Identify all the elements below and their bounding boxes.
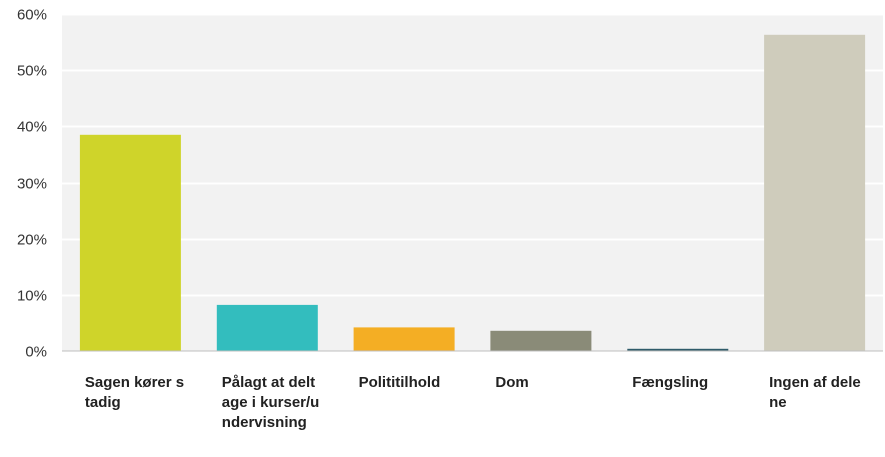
y-tick-label: 40%: [17, 119, 47, 136]
y-tick-label: 10%: [17, 288, 47, 305]
bar: [627, 348, 729, 351]
x-category-label: Fængsling: [632, 374, 709, 391]
x-category-label: Sagen kører stadig: [84, 374, 185, 411]
bar: [216, 304, 318, 351]
x-category-label: Polititilhold: [358, 374, 441, 391]
x-category-label: Dom: [495, 374, 529, 391]
bar: [764, 34, 866, 352]
y-tick-label: 0%: [25, 344, 47, 361]
y-axis-ticks: 0% 10% 20% 30% 40% 50% 60%: [17, 7, 47, 361]
bar: [353, 327, 455, 351]
bars: [79, 34, 866, 352]
x-category-label: Ingen af delene: [769, 374, 861, 411]
grid-lines: [62, 13, 883, 297]
y-tick-label: 60%: [17, 7, 47, 24]
y-tick-label: 30%: [17, 176, 47, 193]
y-tick-label: 20%: [17, 232, 47, 249]
bar: [79, 134, 181, 351]
y-tick-label: 50%: [17, 63, 47, 80]
x-category-label: Pålagt at deltage i kurser/undervisning: [221, 374, 320, 431]
bar: [490, 330, 592, 351]
